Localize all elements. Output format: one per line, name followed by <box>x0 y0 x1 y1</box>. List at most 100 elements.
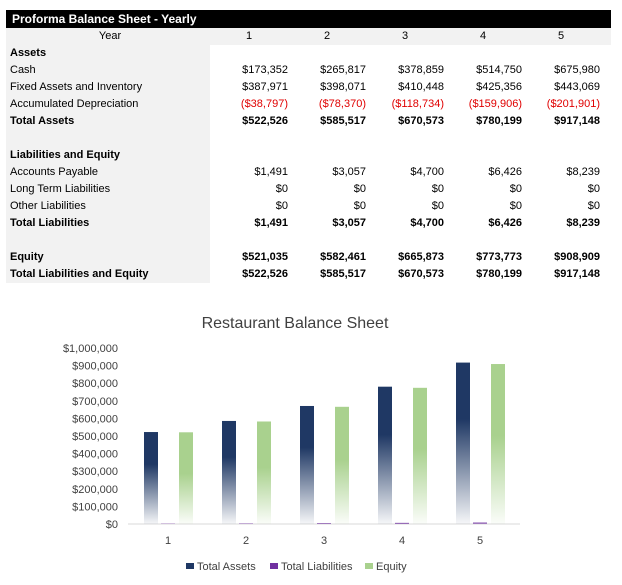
cell-value: $0 <box>587 200 600 212</box>
cell-value: $0 <box>509 183 522 195</box>
cell-value <box>210 45 288 62</box>
x-tick-label: 5 <box>477 535 483 547</box>
y-tick-label: $900,000 <box>72 361 118 373</box>
table-row: Equity $521,035 $582,461 $665,873 $773,773 $9… <box>6 249 611 266</box>
year-5: 5 <box>557 30 565 42</box>
bar-equity <box>179 432 193 524</box>
cell-value: ($118,734) <box>391 98 444 110</box>
cell-value: $0 <box>509 200 522 212</box>
row-label: Equity <box>6 249 210 266</box>
row-label: Liabilities and Equity <box>6 147 210 164</box>
table-row: Accumulated Depreciation ($38,797) ($78,37… <box>6 96 611 113</box>
cell-value: $3,057 <box>332 166 366 178</box>
cell-value: $0 <box>353 200 366 212</box>
bar-equity <box>413 387 427 524</box>
cell-value <box>210 147 288 164</box>
cell-value: $387,971 <box>242 81 288 93</box>
cell-value: $585,517 <box>320 268 366 280</box>
bar-total-assets <box>300 405 314 524</box>
row-label: Total Assets <box>6 113 210 130</box>
cell-value: $780,199 <box>476 115 522 127</box>
cell-value: $665,873 <box>398 251 444 263</box>
cell-value <box>444 147 522 164</box>
cell-value: $0 <box>353 183 366 195</box>
cell-value: $670,573 <box>398 268 444 280</box>
row-label <box>6 130 210 147</box>
cell-value: $1,491 <box>254 217 288 229</box>
cell-value <box>366 130 444 147</box>
cell-value: ($78,370) <box>318 98 366 110</box>
year-header-row: Year 1 2 3 4 5 <box>6 28 611 45</box>
cell-value: $0 <box>587 183 600 195</box>
cell-value: $675,980 <box>554 64 600 76</box>
cell-value <box>444 130 522 147</box>
x-tick-label: 1 <box>165 535 171 547</box>
row-label: Total Liabilities <box>6 215 210 232</box>
cell-value: $521,035 <box>242 251 288 263</box>
cell-value <box>444 45 522 62</box>
cell-value: ($38,797) <box>240 98 288 110</box>
row-label: Fixed Assets and Inventory <box>6 79 210 96</box>
legend-label: Total Assets <box>197 561 256 573</box>
x-tick-label: 3 <box>321 535 327 547</box>
cell-value: $265,817 <box>320 64 366 76</box>
cell-value: $0 <box>275 183 288 195</box>
bar-total-assets <box>456 362 470 524</box>
cell-value: $6,426 <box>488 217 522 229</box>
y-tick-label: $600,000 <box>72 413 118 425</box>
cell-value <box>288 232 366 249</box>
bar-total-liabilities <box>473 522 487 524</box>
cell-value: $780,199 <box>476 268 522 280</box>
cell-value <box>288 130 366 147</box>
x-tick-label: 2 <box>243 535 249 547</box>
cell-value: $398,071 <box>320 81 366 93</box>
year-1: 1 <box>245 30 253 42</box>
y-tick-label: $0 <box>106 519 118 531</box>
year-3: 3 <box>401 30 409 42</box>
row-label: Accumulated Depreciation <box>6 96 210 113</box>
cell-value: $1,491 <box>254 166 288 178</box>
y-tick-label: $100,000 <box>72 501 118 513</box>
row-label: Accounts Payable <box>6 164 210 181</box>
bar-total-assets <box>378 386 392 524</box>
year-label: Year <box>6 28 210 45</box>
cell-value: $0 <box>431 200 444 212</box>
bar-equity <box>335 406 349 524</box>
bar-total-assets <box>222 420 236 524</box>
bar-equity <box>491 364 505 524</box>
y-tick-label: $1,000,000 <box>63 343 118 355</box>
year-4: 4 <box>479 30 487 42</box>
year-2: 2 <box>323 30 331 42</box>
table-row: Fixed Assets and Inventory $387,971 $398,0… <box>6 79 611 96</box>
table-row <box>6 130 611 147</box>
cell-value: $917,148 <box>554 115 600 127</box>
cell-value: $773,773 <box>476 251 522 263</box>
cell-value: $670,573 <box>398 115 444 127</box>
bar-equity <box>257 421 271 524</box>
bar-total-assets <box>144 432 158 524</box>
bar-total-liabilities <box>395 522 409 524</box>
cell-value: $917,148 <box>554 268 600 280</box>
cell-value <box>366 45 444 62</box>
cell-value <box>288 45 366 62</box>
y-tick-label: $500,000 <box>72 431 118 443</box>
cell-value: $514,750 <box>476 64 522 76</box>
y-tick-label: $400,000 <box>72 449 118 461</box>
legend-swatch <box>186 563 194 569</box>
cell-value: $522,526 <box>242 115 288 127</box>
table-row <box>6 232 611 249</box>
cell-value: $0 <box>275 200 288 212</box>
cell-value: $410,448 <box>398 81 444 93</box>
cell-value: $8,239 <box>566 166 600 178</box>
cell-value <box>522 147 600 164</box>
table-row: Assets <box>6 45 611 62</box>
y-tick-label: $800,000 <box>72 378 118 390</box>
table-row: Other Liabilities $0 $0 $0 $0 $0 <box>6 198 611 215</box>
chart-title: Restaurant Balance Sheet <box>202 315 389 332</box>
cell-value: $3,057 <box>332 217 366 229</box>
row-label <box>6 232 210 249</box>
cell-value <box>522 130 600 147</box>
table-title: Proforma Balance Sheet - Yearly <box>6 10 611 28</box>
legend-label: Equity <box>376 561 407 573</box>
cell-value <box>210 130 288 147</box>
